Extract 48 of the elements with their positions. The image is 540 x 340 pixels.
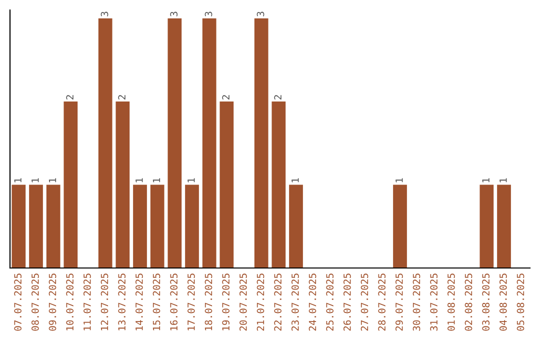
data-label: 1 (32, 178, 39, 182)
x-tick-label: 10.07.2025 (66, 274, 74, 330)
x-tick-label: 07.07.2025 (14, 274, 22, 331)
x-tick-label: 31.07.2025 (430, 274, 438, 331)
x-tick-label: 25.07.2025 (326, 274, 334, 331)
x-tick-label: 21.07.2025 (256, 274, 264, 331)
x-tick-label: 02.08.2025 (464, 274, 472, 331)
data-label: 3 (170, 12, 178, 16)
x-tick-label: 23.07.2025 (291, 274, 299, 331)
data-label: 1 (14, 178, 22, 182)
x-tick-label: 27.07.2025 (360, 274, 368, 331)
x-tick-label: 16.07.2025 (170, 274, 178, 330)
x-tick-label: 05.08.2025 (516, 274, 524, 331)
x-tick-label: 14.07.2025 (135, 274, 143, 330)
data-label: 2 (66, 95, 74, 100)
data-label: 3 (256, 12, 264, 16)
x-tick-label: 17.07.2025 (187, 274, 195, 330)
x-tick-label: 09.07.2025 (48, 274, 56, 331)
x-tick-label: 18.07.2025 (204, 274, 212, 330)
x-tick-label: 22.07.2025 (274, 274, 282, 331)
x-tick-label: 11.07.2025 (83, 274, 91, 330)
x-tick-label: 13.07.2025 (118, 274, 126, 330)
x-tick-label: 08.07.2025 (31, 274, 39, 331)
data-label: 1 (396, 178, 403, 182)
x-tick-label: 26.07.2025 (343, 274, 351, 331)
data-label: 3 (204, 12, 212, 16)
x-tick-label: 29.07.2025 (395, 274, 403, 331)
data-label: 2 (274, 95, 282, 100)
data-label: 1 (136, 178, 143, 182)
x-tick-label: 12.07.2025 (100, 274, 108, 330)
data-label: 1 (500, 178, 507, 182)
x-tick-label: 30.07.2025 (412, 274, 420, 331)
data-label: 1 (482, 178, 490, 182)
data-label: 2 (118, 95, 126, 100)
x-tick-label: 19.07.2025 (222, 274, 230, 330)
x-tick-label: 04.08.2025 (499, 274, 507, 331)
data-label: 3 (100, 12, 108, 16)
data-label: 2 (222, 95, 230, 100)
x-tick-label: 20.07.2025 (239, 274, 247, 331)
x-tick-label: 28.07.2025 (378, 274, 386, 331)
data-label: 1 (292, 178, 299, 182)
data-label: 1 (152, 178, 160, 182)
x-tick-label: 24.07.2025 (308, 274, 316, 331)
data-label: 1 (48, 178, 56, 182)
data-label: 1 (188, 178, 195, 182)
x-tick-label: 01.08.2025 (447, 274, 455, 331)
x-tick-label: 03.08.2025 (482, 274, 490, 331)
x-tick-label: 15.07.2025 (152, 274, 160, 330)
